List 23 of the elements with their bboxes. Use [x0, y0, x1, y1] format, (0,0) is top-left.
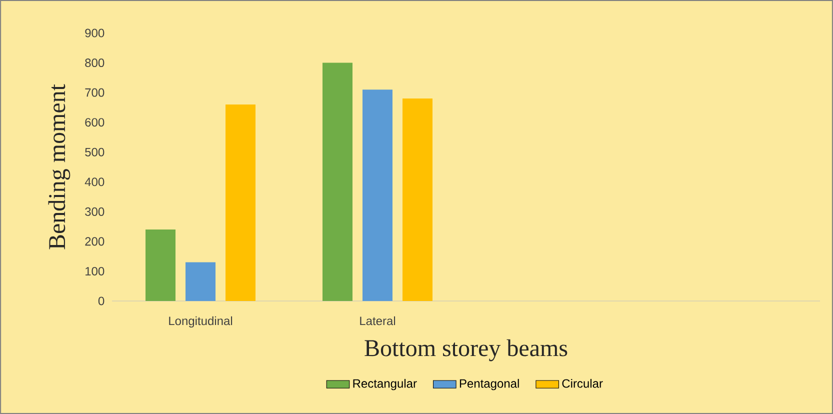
legend-label: Pentagonal [460, 378, 519, 390]
y-tick-label: 800 [85, 58, 104, 68]
y-axis-title: Bending moment [48, 84, 70, 250]
bar [226, 104, 256, 301]
bar [322, 62, 353, 301]
legend-label: Circular [562, 378, 603, 388]
legend-label: Rectangular [353, 378, 417, 390]
bar [186, 262, 216, 301]
y-tick-label: 200 [85, 237, 104, 246]
bar [146, 230, 176, 301]
bar [402, 98, 433, 301]
x-axis-title: Bottom storey beams [364, 339, 568, 362]
y-tick-label: 900 [85, 28, 104, 38]
y-tick-label: 300 [85, 207, 104, 216]
x-tick-label: Longitudinal [169, 316, 232, 328]
bar [362, 90, 392, 301]
y-tick-label: 400 [84, 178, 104, 186]
y-tick-label: 500 [85, 148, 104, 156]
y-tick-label: 0 [98, 296, 104, 306]
y-tick-label: 100 [86, 266, 104, 276]
x-tick-label: Lateral [360, 316, 396, 326]
y-tick-label: 700 [85, 88, 104, 97]
y-tick-label: 600 [85, 118, 104, 127]
